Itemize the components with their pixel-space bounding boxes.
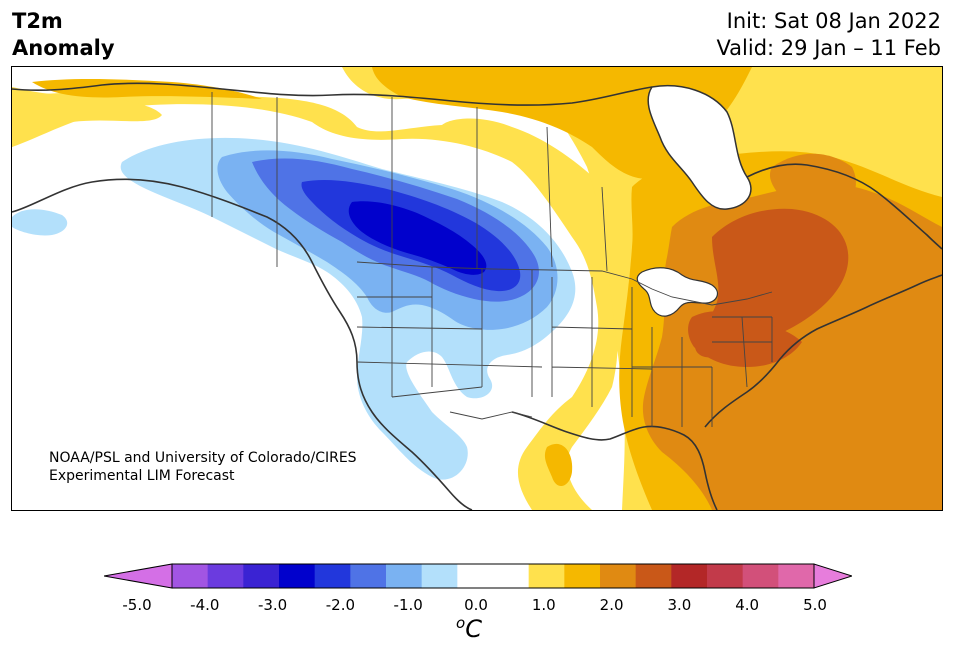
hudson-bay — [647, 85, 752, 210]
cold-anomaly-pacific — [12, 209, 68, 236]
state-lines-west — [356, 267, 543, 398]
state-lines-central — [551, 277, 713, 427]
colorbar-cell — [386, 564, 423, 588]
colorbar-cell — [421, 564, 458, 588]
colorbar — [104, 563, 852, 589]
canada-us-border — [356, 261, 773, 306]
province-line-5 — [601, 186, 608, 272]
warm-anomaly-west — [12, 87, 162, 147]
state-lines-east — [712, 316, 773, 388]
warm-anomaly-4-east-coast — [688, 311, 802, 367]
unit-base: C — [465, 615, 482, 643]
colorbar-cell — [671, 564, 708, 588]
colorbar-cell — [243, 564, 280, 588]
colorbar-over-arrow — [813, 563, 852, 589]
unit-superscript: o — [456, 614, 466, 632]
colorbar-outline — [171, 563, 815, 589]
colorbar-cell — [528, 564, 565, 588]
colorbar-cell — [564, 564, 601, 588]
colorbar-cell — [314, 564, 351, 588]
init-date: Init: Sat 08 Jan 2022 — [726, 9, 941, 33]
west-coastline — [12, 178, 473, 510]
east-coastline — [704, 274, 942, 428]
map-title-line2: Anomaly — [12, 36, 115, 60]
political-borders — [211, 92, 773, 427]
cold-anomaly-5 — [348, 201, 487, 275]
colorbar-tick-label: 2.0 — [599, 596, 624, 614]
colorbar-tick-label: 0.0 — [464, 596, 488, 614]
colorbar-tick-label: -1.0 — [393, 596, 423, 614]
colorbar-under-arrow — [104, 563, 173, 589]
colorbar-tick-label: 3.0 — [667, 596, 692, 614]
credit-text: NOAA/PSL and University of Colorado/CIRE… — [49, 449, 357, 485]
unit-label: oC — [456, 614, 482, 643]
labrador-coastline — [746, 163, 942, 250]
map-svg — [12, 67, 942, 510]
colorbar-tick-label: -2.0 — [325, 596, 356, 614]
credit-line1: NOAA/PSL and University of Colorado/CIRE… — [49, 450, 357, 466]
coastlines — [12, 82, 942, 510]
colorbar-cell — [635, 564, 672, 588]
colorbar-cells — [172, 564, 815, 588]
colorbar-cell — [778, 564, 815, 588]
warm-anomaly-2-texas — [544, 443, 573, 487]
great-lakes — [636, 267, 719, 317]
province-line-4 — [546, 126, 553, 268]
colorbar-tick-label: 5.0 — [803, 596, 827, 614]
anomaly-map — [11, 66, 943, 511]
arctic-coastline — [12, 82, 653, 106]
colorbar-tick-label: 1.0 — [531, 596, 556, 614]
colorbar-cell — [493, 564, 530, 588]
warm-anomaly-2-alaska — [32, 78, 262, 99]
colorbar-cell — [457, 564, 494, 588]
colorbar-cell — [207, 564, 244, 588]
colorbar-cell — [172, 564, 209, 588]
valid-range: Valid: 29 Jan – 11 Feb — [716, 36, 941, 60]
gulf-coastline — [511, 411, 718, 510]
colorbar-cell — [600, 564, 637, 588]
colorbar-cell — [742, 564, 779, 588]
colorbar-tick-label: -5.0 — [122, 596, 152, 614]
colorbar-tick-label: -3.0 — [257, 596, 288, 614]
colorbar-cell — [350, 564, 387, 588]
forecast-dates: Init: Sat 08 Jan 2022 Valid: 29 Jan – 11… — [716, 8, 941, 62]
us-mexico-border — [449, 411, 533, 420]
warm-anomaly-3-labrador — [769, 153, 856, 214]
credit-line2: Experimental LIM Forecast — [49, 468, 235, 484]
colorbar-cell — [279, 564, 316, 588]
map-title: T2m Anomaly — [12, 8, 115, 62]
colorbar-cell — [707, 564, 744, 588]
map-title-line1: T2m — [12, 9, 63, 33]
colorbar-tick-label: 4.0 — [735, 596, 760, 614]
colorbar-tick-label: -4.0 — [190, 596, 220, 614]
